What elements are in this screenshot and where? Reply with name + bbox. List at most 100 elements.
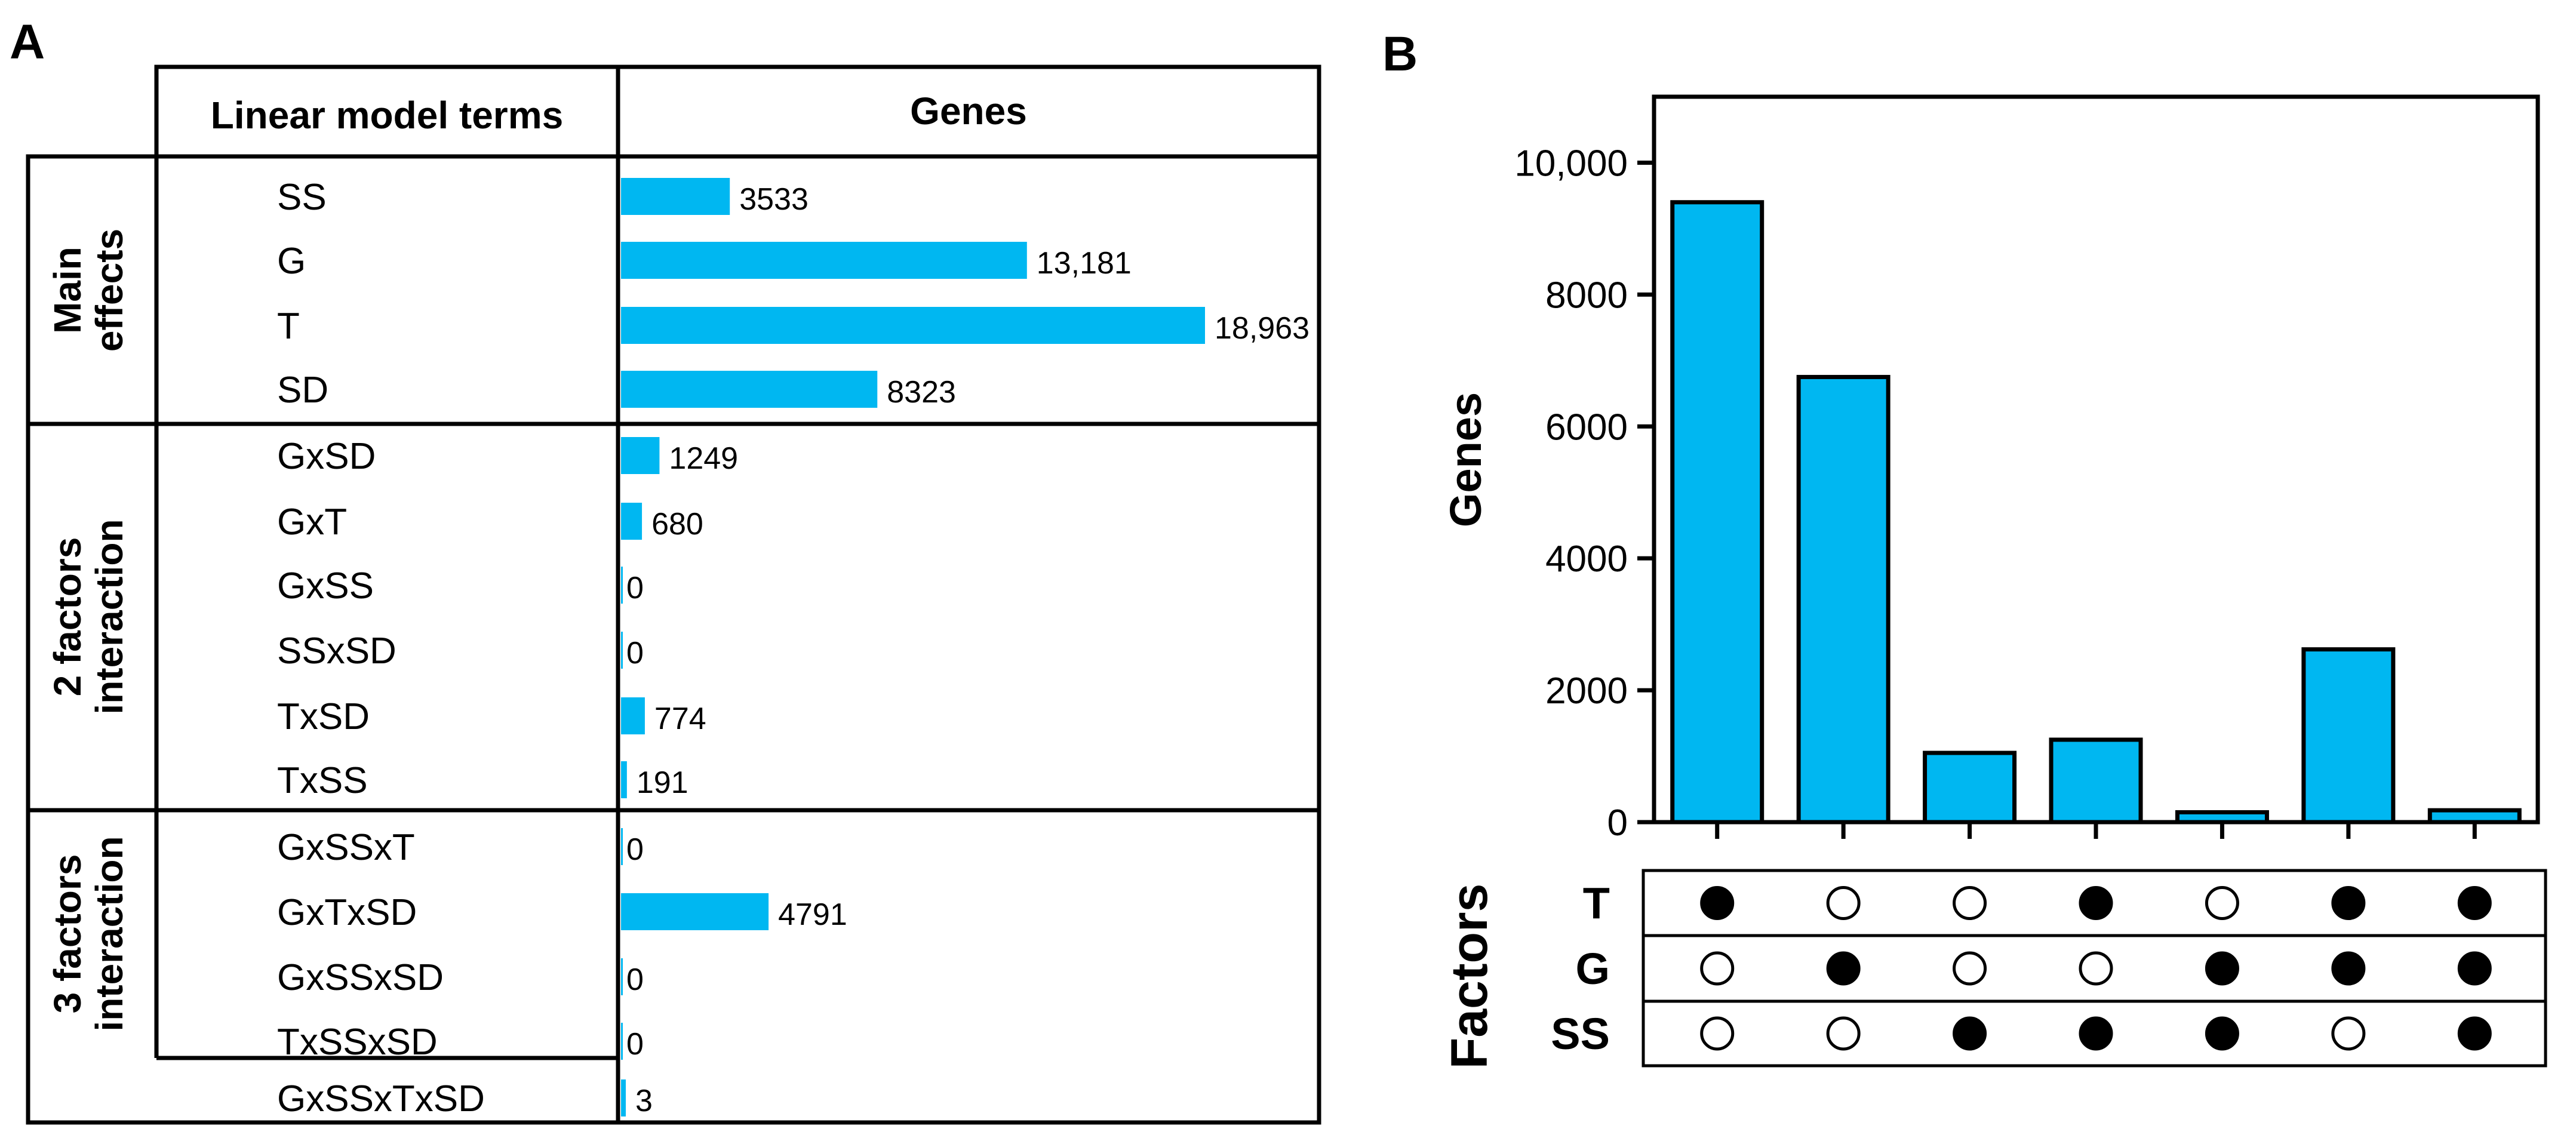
factor-label-g: G bbox=[1575, 944, 1610, 993]
dot-g-5-filled bbox=[2205, 951, 2239, 986]
dot-ss-5-filled bbox=[2205, 1016, 2239, 1051]
y-tick-label-2000: 2000 bbox=[1545, 670, 1628, 712]
value-label-gxtxsd: 4791 bbox=[778, 897, 847, 932]
dot-ss-7-filled bbox=[2457, 1016, 2492, 1051]
bars bbox=[1670, 200, 2522, 839]
bar-gxssxsd bbox=[621, 958, 623, 995]
dot-g-4-empty bbox=[2079, 951, 2113, 986]
bar-g bbox=[621, 242, 1027, 279]
bar-ss bbox=[621, 178, 730, 215]
value-label-gxssxsd: 0 bbox=[626, 962, 644, 997]
matrix-grid: TG SS bbox=[1551, 869, 2547, 1068]
group-3f-label-1: 3 factors bbox=[46, 854, 89, 1014]
value-label-g: 13,181 bbox=[1037, 246, 1132, 281]
dot-ss-2-empty bbox=[1826, 1016, 1861, 1051]
value-label-txsd: 774 bbox=[654, 702, 706, 736]
dot-g-3-empty bbox=[1953, 951, 1987, 986]
dot-t-3-empty bbox=[1953, 886, 1987, 920]
group-3f-label-2: interaction bbox=[88, 836, 131, 1031]
value-label-t: 18,963 bbox=[1215, 311, 1309, 346]
value-label-ssxsd: 0 bbox=[626, 636, 644, 670]
term-label-txss: TxSS bbox=[277, 760, 368, 801]
dot-ss-1-empty bbox=[1700, 1016, 1735, 1051]
dot-g-2-filled bbox=[1826, 951, 1861, 986]
dot-t-2-empty bbox=[1826, 886, 1861, 920]
term-label-ssxsd: SSxSD bbox=[277, 630, 396, 672]
value-label-txss: 191 bbox=[637, 765, 688, 800]
bar-gxss bbox=[621, 567, 623, 604]
term-label-gxsd: GxSD bbox=[277, 436, 376, 477]
term-label-gxssxsd: GxSSxSD bbox=[277, 957, 444, 998]
bar-2 bbox=[1796, 374, 1890, 825]
y-tick-label-4000: 4000 bbox=[1545, 539, 1628, 580]
bar-gxsd bbox=[621, 437, 660, 474]
bar-6 bbox=[2301, 647, 2396, 825]
dot-ss-3-filled bbox=[1953, 1016, 1987, 1051]
dot-g-7-filled bbox=[2457, 951, 2492, 986]
factor-label-t: T bbox=[1583, 879, 1610, 928]
panel-b-chart: 0 2000 4000 6000 8000 10,000 Genes bbox=[1441, 94, 2540, 844]
y-tick-label-10000: 10,000 bbox=[1514, 143, 1628, 184]
bar-ssxsd bbox=[621, 632, 623, 669]
y-axis: 0 2000 4000 6000 8000 10,000 bbox=[1514, 143, 1654, 844]
bar-gxssxt bbox=[621, 828, 623, 865]
group-main-label-1: Main bbox=[46, 247, 89, 334]
term-label-txsd: TxSD bbox=[277, 696, 370, 737]
value-label-txssxsd: 0 bbox=[626, 1027, 644, 1062]
value-label-gxssxtxsd: 3 bbox=[635, 1084, 653, 1118]
dot-ss-4-filled bbox=[2079, 1016, 2113, 1051]
bar-5 bbox=[2175, 810, 2269, 825]
panel-b-letter: B bbox=[1382, 27, 1418, 81]
value-label-gxssxt: 0 bbox=[626, 832, 644, 867]
value-label-gxt: 680 bbox=[651, 507, 703, 542]
term-label-sd: SD bbox=[277, 370, 328, 411]
term-label-gxssxt: GxSSxT bbox=[277, 827, 415, 868]
bar-gxt bbox=[621, 503, 643, 540]
term-label-gxtxsd: GxTxSD bbox=[277, 892, 417, 933]
bar-txss bbox=[621, 761, 627, 798]
term-label-txssxsd: TxSSxSD bbox=[277, 1022, 438, 1063]
value-label-sd: 8323 bbox=[887, 375, 956, 410]
value-label-gxss: 0 bbox=[626, 571, 644, 605]
bar-4 bbox=[2049, 737, 2143, 825]
dot-g-6-filled bbox=[2331, 951, 2366, 986]
bar-gxtxsd bbox=[621, 893, 769, 930]
term-label-t: T bbox=[277, 306, 300, 347]
factor-label-ss: SS bbox=[1551, 1009, 1610, 1059]
group-labels: Main effects 2 factors interaction 3 fac… bbox=[46, 229, 131, 1032]
factors-label: Factors bbox=[1441, 884, 1498, 1069]
dot-t-4-filled bbox=[2079, 886, 2113, 920]
term-label-ss: SS bbox=[277, 177, 327, 218]
dot-t-1-filled bbox=[1700, 886, 1735, 920]
bar-txsd bbox=[621, 697, 645, 734]
y-axis-label: Genes bbox=[1441, 392, 1490, 527]
bar-sd bbox=[621, 371, 878, 408]
bar-t bbox=[621, 307, 1205, 344]
term-label-gxss: GxSS bbox=[277, 565, 374, 607]
value-label-gxsd: 1249 bbox=[669, 441, 738, 476]
group-2f-label-2: interaction bbox=[88, 519, 131, 714]
body-box bbox=[26, 154, 1321, 1125]
group-main-label-2: effects bbox=[88, 229, 131, 352]
dot-g-1-empty bbox=[1700, 951, 1735, 986]
y-tick-label-0: 0 bbox=[1607, 802, 1628, 844]
header-terms: Linear model terms bbox=[211, 94, 563, 137]
term-label-gxssxtxsd: GxSSxTxSD bbox=[277, 1078, 485, 1119]
bar-7 bbox=[2427, 808, 2522, 825]
dot-ss-6-empty bbox=[2331, 1016, 2366, 1051]
panel-a-table bbox=[26, 64, 1321, 1125]
y-tick-label-6000: 6000 bbox=[1545, 407, 1628, 448]
dot-t-7-filled bbox=[2457, 886, 2492, 920]
bar-1 bbox=[1670, 200, 1765, 825]
y-tick-label-8000: 8000 bbox=[1545, 275, 1628, 316]
factor-matrix: Factors TG SS bbox=[1441, 869, 2547, 1069]
term-label-gxt: GxT bbox=[277, 502, 347, 543]
factor-row-ss bbox=[1641, 999, 2547, 1068]
bar-3 bbox=[1923, 750, 2017, 825]
panel-a-letter: A bbox=[10, 15, 45, 69]
dot-t-5-empty bbox=[2205, 886, 2239, 920]
term-label-g: G bbox=[277, 241, 306, 282]
plot-frame bbox=[1652, 94, 2540, 825]
group-2f-label-1: 2 factors bbox=[46, 537, 89, 697]
